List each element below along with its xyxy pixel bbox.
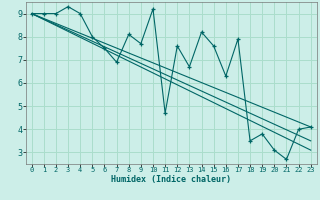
X-axis label: Humidex (Indice chaleur): Humidex (Indice chaleur) bbox=[111, 175, 231, 184]
